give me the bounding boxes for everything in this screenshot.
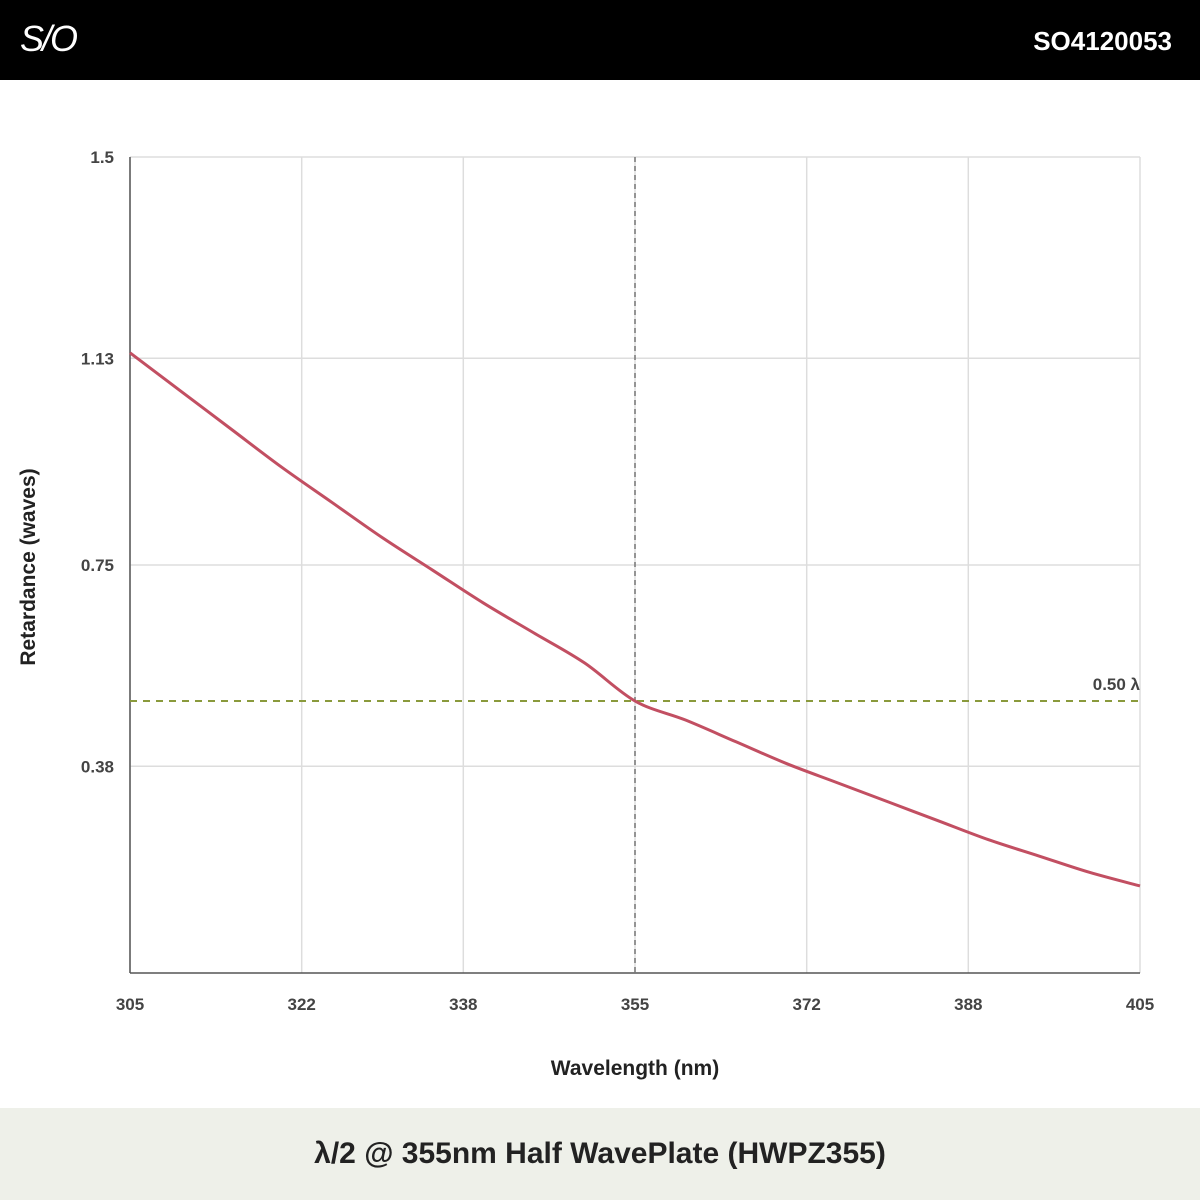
retardance-curve [129,351,1141,888]
product-code: SO4120053 [1033,26,1172,56]
header-bar: S/O SO4120053 [0,0,1200,80]
reference-line-label: 0.50 λ [1093,675,1141,694]
series [129,351,1141,888]
reference-lines [130,157,1140,973]
x-tick-label: 322 [288,995,316,1014]
y-tick-label: 0.38 [81,757,114,776]
tick-labels: 305 322 338 355 372 388 405 0.38 0.75 1.13 1.5 0.50… [81,148,1154,1014]
x-tick-label: 372 [793,995,821,1014]
y-tick-label: 0.75 [81,556,114,575]
y-axis-label: Retardance (waves) [17,468,40,665]
brand-logo: S/O [20,18,78,59]
x-tick-label: 355 [621,995,649,1014]
x-tick-label: 388 [954,995,982,1014]
x-tick-label: 338 [449,995,477,1014]
chart-area: 305 322 338 355 372 388 405 0.38 0.75 1.13 1.5 0.50… [0,80,1200,1108]
x-tick-label: 305 [116,995,144,1014]
axes [129,157,1140,974]
x-axis-label: Wavelength (nm) [551,1057,719,1080]
y-tick-label: 1.5 [90,148,114,167]
y-tick-label: 1.13 [81,349,114,368]
footer-bar: λ/2 @ 355nm Half WavePlate (HWPZ355) [0,1108,1200,1200]
retardance-chart: 305 322 338 355 372 388 405 0.38 0.75 1.13 1.5 0.50… [17,148,1154,1080]
chart-caption: λ/2 @ 355nm Half WavePlate (HWPZ355) [314,1137,886,1170]
x-tick-label: 405 [1126,995,1154,1014]
